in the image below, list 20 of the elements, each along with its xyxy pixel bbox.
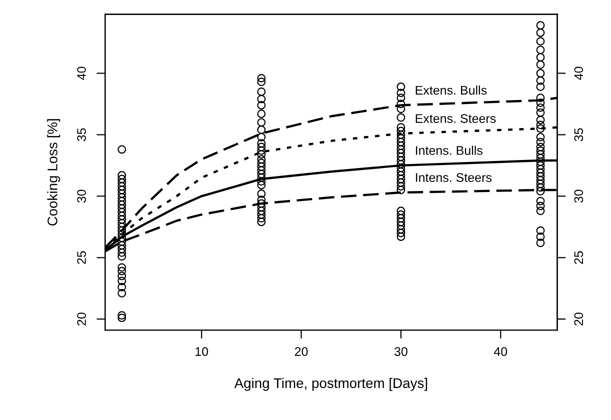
y2-tick-label: 25 — [574, 251, 584, 264]
y-tick-label: 20 — [77, 312, 86, 326]
y-axis-title: Cooking Loss [%] — [47, 119, 60, 226]
y2-tick-label: 20 — [574, 312, 584, 326]
series-label: Extens. Steers — [416, 114, 496, 123]
series-label: Extens. Bulls — [416, 86, 487, 95]
x-tick-label: 40 — [494, 347, 508, 356]
y2-tick-label: 35 — [574, 128, 584, 142]
y2-tick-label: 40 — [574, 66, 584, 80]
series-label: Intens. Bulls — [416, 146, 482, 155]
y-tick-label: 25 — [77, 251, 86, 264]
y-tick-label: 40 — [77, 66, 86, 80]
x-axis-title: Aging Time, postmortem [Days] — [234, 378, 428, 391]
y2-tick-label: 30 — [574, 190, 584, 203]
x-tick-label: 20 — [294, 347, 308, 356]
y-tick-label: 30 — [77, 190, 86, 203]
series-label: Intens. Steers — [416, 173, 492, 182]
x-tick-label: 10 — [196, 347, 208, 356]
x-tick-label: 30 — [394, 347, 408, 356]
y-tick-label: 35 — [77, 128, 86, 142]
